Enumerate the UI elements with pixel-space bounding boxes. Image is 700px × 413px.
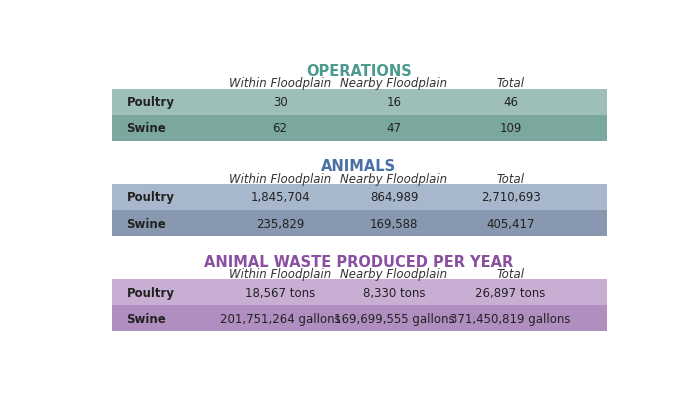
- Text: 864,989: 864,989: [370, 191, 419, 204]
- Text: ANIMAL WASTE PRODUCED PER YEAR: ANIMAL WASTE PRODUCED PER YEAR: [204, 254, 513, 269]
- Text: Within Floodplain: Within Floodplain: [229, 77, 331, 90]
- FancyBboxPatch shape: [112, 89, 607, 115]
- Text: Within Floodplain: Within Floodplain: [229, 172, 331, 185]
- FancyBboxPatch shape: [112, 280, 607, 306]
- Text: Poultry: Poultry: [127, 286, 174, 299]
- Text: Poultry: Poultry: [127, 191, 174, 204]
- Text: 2,710,693: 2,710,693: [481, 191, 540, 204]
- FancyBboxPatch shape: [112, 211, 607, 237]
- Text: 371,450,819 gallons: 371,450,819 gallons: [450, 312, 571, 325]
- Text: Nearby Floodplain: Nearby Floodplain: [340, 172, 447, 185]
- Text: 169,588: 169,588: [370, 217, 418, 230]
- FancyBboxPatch shape: [112, 184, 607, 211]
- Text: 405,417: 405,417: [486, 217, 535, 230]
- Text: OPERATIONS: OPERATIONS: [306, 64, 412, 79]
- Text: Nearby Floodplain: Nearby Floodplain: [340, 77, 447, 90]
- Text: 18,567 tons: 18,567 tons: [245, 286, 315, 299]
- Text: Within Floodplain: Within Floodplain: [229, 267, 331, 280]
- Text: 47: 47: [386, 122, 402, 135]
- Text: 26,897 tons: 26,897 tons: [475, 286, 546, 299]
- Text: 46: 46: [503, 96, 518, 109]
- Text: 109: 109: [500, 122, 522, 135]
- Text: Total: Total: [497, 77, 525, 90]
- Text: ANIMALS: ANIMALS: [321, 159, 396, 174]
- Text: 1,845,704: 1,845,704: [251, 191, 310, 204]
- Text: 16: 16: [386, 96, 402, 109]
- Text: 62: 62: [272, 122, 288, 135]
- Text: Poultry: Poultry: [127, 96, 174, 109]
- FancyBboxPatch shape: [112, 115, 607, 142]
- Text: Swine: Swine: [127, 312, 167, 325]
- Text: Swine: Swine: [127, 217, 167, 230]
- Text: 169,699,555 gallons: 169,699,555 gallons: [334, 312, 454, 325]
- Text: Total: Total: [497, 267, 525, 280]
- Text: Nearby Floodplain: Nearby Floodplain: [340, 267, 447, 280]
- Text: 201,751,264 gallons: 201,751,264 gallons: [220, 312, 340, 325]
- Text: Total: Total: [497, 172, 525, 185]
- Text: 8,330 tons: 8,330 tons: [363, 286, 426, 299]
- FancyBboxPatch shape: [112, 306, 607, 332]
- Text: 30: 30: [273, 96, 288, 109]
- Text: 235,829: 235,829: [256, 217, 304, 230]
- Text: Swine: Swine: [127, 122, 167, 135]
